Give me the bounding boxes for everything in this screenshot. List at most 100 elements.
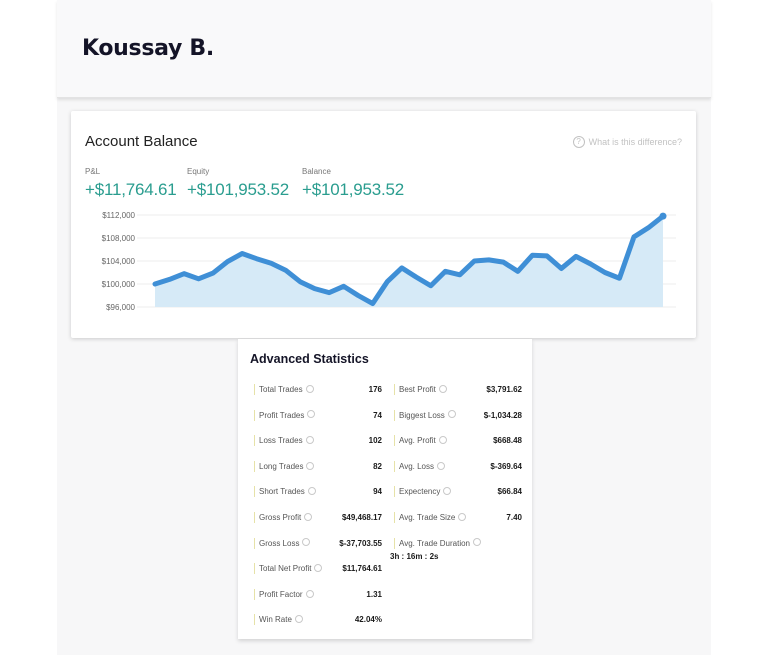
stat-row: Best Profit $3,791.62 bbox=[394, 384, 522, 398]
info-icon[interactable] bbox=[305, 436, 314, 445]
advanced-statistics-card: Advanced Statistics Total Trades 176 Profi… bbox=[238, 339, 532, 639]
metric-equity: Equity +$101,953.52 bbox=[187, 167, 289, 200]
stat-label-text: Win Rate bbox=[259, 615, 292, 625]
stat-label-text: Loss Trades bbox=[259, 436, 303, 446]
stat-value: 102 bbox=[368, 436, 382, 446]
stat-label: Loss Trades bbox=[254, 435, 314, 447]
card-title: Account Balance bbox=[85, 133, 198, 150]
stat-label: Total Trades bbox=[254, 384, 314, 395]
stat-label-text: Profit Factor bbox=[259, 589, 303, 599]
stat-value-avg-trade-duration: 3h : 16m : 2s bbox=[390, 552, 439, 561]
stat-label-text: Short Trades bbox=[259, 487, 305, 497]
info-icon[interactable] bbox=[305, 384, 314, 393]
stat-label-text: Avg. Trade Size bbox=[399, 513, 456, 522]
stat-row: Gross Profit $49,468.17 bbox=[254, 512, 382, 526]
y-tick: $108,000 bbox=[101, 234, 135, 243]
info-icon[interactable] bbox=[307, 410, 316, 419]
y-tick: $96,000 bbox=[106, 303, 135, 312]
stat-row: Expectency $66.84 bbox=[394, 486, 522, 500]
help-link-text: What is this difference? bbox=[588, 137, 682, 147]
stat-value: 74 bbox=[373, 410, 382, 420]
info-icon[interactable] bbox=[302, 538, 311, 547]
stat-value: 94 bbox=[373, 487, 382, 497]
info-icon[interactable] bbox=[458, 512, 467, 521]
metric-value: +$101,953.52 bbox=[187, 180, 290, 199]
stat-row: Loss Trades 102 bbox=[254, 435, 382, 449]
stat-label-text: Avg. Loss bbox=[399, 461, 434, 471]
profile-header bbox=[57, 0, 711, 98]
stat-label: Total Net Profit bbox=[254, 563, 323, 575]
stat-label-text: Profit Trades bbox=[259, 410, 305, 420]
trader-name: Koussay B. bbox=[82, 36, 214, 61]
stat-row: Avg. Trade Size 7.40 bbox=[394, 512, 522, 526]
stat-label-text: Gross Loss bbox=[259, 538, 300, 548]
stat-label: Profit Factor bbox=[254, 588, 314, 600]
stat-label: Avg. Trade Size bbox=[394, 512, 467, 523]
stat-value: $-37,703.55 bbox=[339, 538, 382, 548]
info-icon[interactable] bbox=[294, 615, 303, 624]
metric-label: Balance bbox=[302, 167, 331, 176]
stat-value: $49,468.17 bbox=[341, 513, 382, 522]
stats-title: Advanced Statistics bbox=[250, 352, 369, 366]
stat-label: Long Trades bbox=[254, 460, 315, 472]
stat-label: Short Trades bbox=[254, 486, 316, 498]
stat-row: Win Rate 42.04% bbox=[254, 614, 382, 628]
stat-row: Total Net Profit $11,764.61 bbox=[254, 563, 382, 577]
stat-label-text: Avg. Profit bbox=[399, 436, 436, 446]
stat-value: $3,791.62 bbox=[486, 385, 522, 394]
stat-row: Avg. Profit $668.48 bbox=[394, 435, 522, 449]
info-icon[interactable] bbox=[473, 538, 482, 547]
stat-row: Gross Loss $-37,703.55 bbox=[254, 537, 382, 552]
info-icon[interactable] bbox=[436, 461, 445, 470]
info-icon[interactable] bbox=[306, 461, 315, 470]
metric-pnl: P&L +$11,764.61 bbox=[85, 167, 177, 200]
stat-value: 82 bbox=[373, 461, 382, 471]
stat-value: $-1,034.28 bbox=[483, 410, 522, 420]
stat-label: Avg. Trade Duration bbox=[394, 537, 482, 549]
stat-row: Profit Factor 1.31 bbox=[254, 588, 382, 603]
info-icon[interactable] bbox=[438, 384, 447, 393]
stat-value: $11,764.61 bbox=[342, 564, 382, 574]
info-icon[interactable] bbox=[304, 512, 313, 521]
question-icon: ? bbox=[572, 136, 585, 148]
stat-label: Avg. Profit bbox=[394, 435, 447, 447]
stat-label-text: Gross Profit bbox=[259, 513, 302, 522]
stat-label-text: Long Trades bbox=[259, 461, 304, 471]
stat-label: Profit Trades bbox=[254, 409, 316, 421]
stat-row: Short Trades 94 bbox=[254, 486, 382, 500]
stat-row: Total Trades 176 bbox=[254, 384, 382, 398]
stat-value: $66.84 bbox=[497, 487, 522, 497]
metric-label: P&L bbox=[85, 167, 101, 176]
info-icon[interactable] bbox=[438, 436, 447, 445]
stat-label: Avg. Loss bbox=[394, 460, 445, 472]
info-icon[interactable] bbox=[443, 487, 452, 496]
stat-label: Win Rate bbox=[254, 614, 303, 626]
help-link[interactable]: ? What is this difference? bbox=[572, 136, 682, 148]
stat-value: 42.04% bbox=[354, 615, 382, 625]
stat-label: Gross Profit bbox=[254, 512, 313, 523]
stat-label-text: Best Profit bbox=[399, 385, 436, 394]
stat-label: Expectency bbox=[394, 486, 452, 498]
stat-row: Biggest Loss $-1,034.28 bbox=[394, 409, 522, 424]
y-tick: $112,000 bbox=[102, 211, 135, 220]
stat-row: Avg. Loss $-369.64 bbox=[394, 460, 522, 475]
metric-value: +$101,953.52 bbox=[302, 180, 405, 199]
info-icon[interactable] bbox=[305, 589, 314, 598]
metric-value: +$11,764.61 bbox=[85, 180, 177, 199]
stat-value: $668.48 bbox=[493, 436, 522, 446]
info-icon[interactable] bbox=[447, 410, 456, 419]
stat-row: Long Trades 82 bbox=[254, 460, 382, 475]
stat-label: Gross Loss bbox=[254, 537, 311, 549]
stat-row: Profit Trades 74 bbox=[254, 409, 382, 424]
info-icon[interactable] bbox=[307, 487, 316, 496]
stat-row: Avg. Trade Duration bbox=[394, 537, 522, 552]
stat-label-text: Total Trades bbox=[259, 385, 303, 394]
stat-label-text: Avg. Trade Duration bbox=[399, 538, 471, 548]
y-tick: $104,000 bbox=[101, 257, 135, 266]
metric-balance: Balance +$101,953.52 bbox=[302, 167, 404, 200]
stat-label-text: Expectency bbox=[399, 487, 441, 497]
stat-value: 176 bbox=[368, 385, 382, 394]
balance-chart[interactable]: $112,000 $108,000 $104,000 $100,000 $96,… bbox=[71, 203, 696, 323]
info-icon[interactable] bbox=[314, 564, 323, 573]
stat-value: 7.40 bbox=[506, 513, 522, 522]
